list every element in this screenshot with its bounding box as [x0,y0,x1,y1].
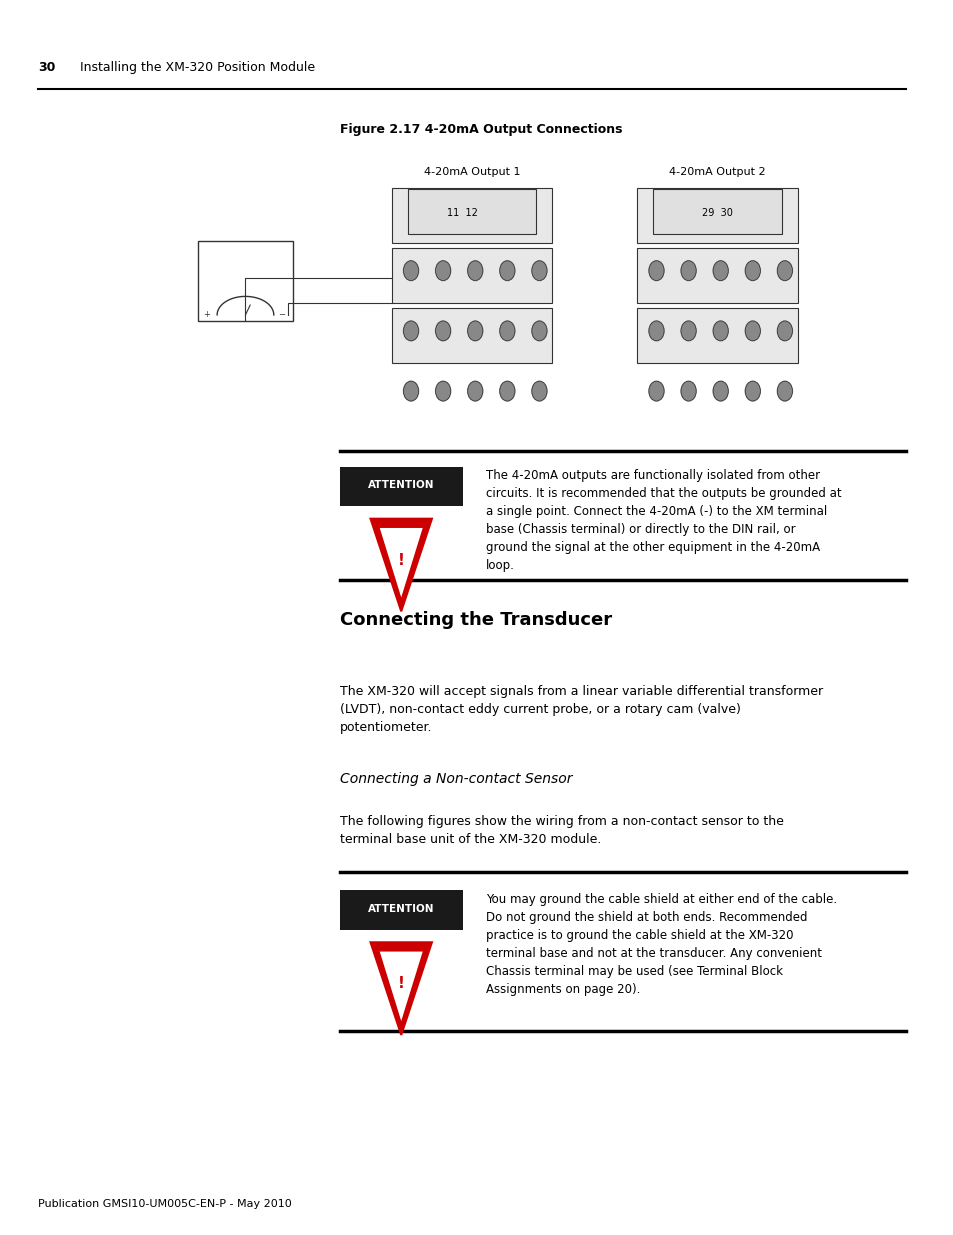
Circle shape [467,382,482,401]
Circle shape [436,261,450,280]
Circle shape [648,321,663,341]
FancyBboxPatch shape [637,308,797,363]
FancyBboxPatch shape [198,241,293,321]
Circle shape [648,261,663,280]
FancyBboxPatch shape [339,890,462,930]
Circle shape [532,261,546,280]
FancyBboxPatch shape [392,188,552,243]
Text: !: ! [397,977,404,992]
Text: The 4-20mA outputs are functionally isolated from other
circuits. It is recommen: The 4-20mA outputs are functionally isol… [486,469,841,572]
Circle shape [777,321,792,341]
FancyBboxPatch shape [407,189,536,233]
Text: 4-20mA Output 2: 4-20mA Output 2 [668,167,765,177]
Polygon shape [379,951,422,1021]
Circle shape [777,261,792,280]
FancyBboxPatch shape [637,248,797,304]
Text: Figure 2.17 4-20mA Output Connections: Figure 2.17 4-20mA Output Connections [339,124,621,137]
Text: 4-20mA Output 1: 4-20mA Output 1 [423,167,519,177]
Circle shape [680,382,696,401]
Text: ATTENTION: ATTENTION [368,904,434,914]
Text: Publication GMSI10-UM005C-EN-P - May 2010: Publication GMSI10-UM005C-EN-P - May 201… [38,1199,292,1209]
Text: +: + [203,310,210,320]
Circle shape [744,261,760,280]
Circle shape [713,382,727,401]
Circle shape [499,321,515,341]
FancyBboxPatch shape [392,248,552,304]
FancyBboxPatch shape [392,308,552,363]
Polygon shape [370,942,432,1035]
Circle shape [648,382,663,401]
Text: Connecting the Transducer: Connecting the Transducer [339,611,611,630]
Text: The following figures show the wiring from a non-contact sensor to the
terminal : The following figures show the wiring fr… [339,815,783,846]
Circle shape [467,321,482,341]
Circle shape [499,261,515,280]
Text: !: ! [397,553,404,568]
Text: 11  12: 11 12 [447,207,477,217]
Text: The XM-320 will accept signals from a linear variable differential transformer
(: The XM-320 will accept signals from a li… [339,685,822,735]
Text: Connecting a Non-contact Sensor: Connecting a Non-contact Sensor [339,772,572,785]
Circle shape [744,382,760,401]
Text: ATTENTION: ATTENTION [368,480,434,490]
Circle shape [403,382,418,401]
Circle shape [532,382,546,401]
Circle shape [467,261,482,280]
Circle shape [499,382,515,401]
Polygon shape [379,529,422,598]
FancyBboxPatch shape [653,189,781,233]
Polygon shape [370,519,432,611]
Circle shape [777,382,792,401]
Circle shape [680,321,696,341]
FancyBboxPatch shape [637,188,797,243]
FancyBboxPatch shape [339,467,462,506]
Circle shape [403,321,418,341]
Text: Installing the XM-320 Position Module: Installing the XM-320 Position Module [80,62,315,74]
Circle shape [532,321,546,341]
Circle shape [680,261,696,280]
Circle shape [713,261,727,280]
Circle shape [403,261,418,280]
Text: 30: 30 [38,62,55,74]
Circle shape [436,321,450,341]
Circle shape [436,382,450,401]
Circle shape [713,321,727,341]
Text: −: − [278,310,285,320]
Text: 29  30: 29 30 [701,207,732,217]
Circle shape [744,321,760,341]
Text: You may ground the cable shield at either end of the cable.
Do not ground the sh: You may ground the cable shield at eithe… [486,893,837,995]
